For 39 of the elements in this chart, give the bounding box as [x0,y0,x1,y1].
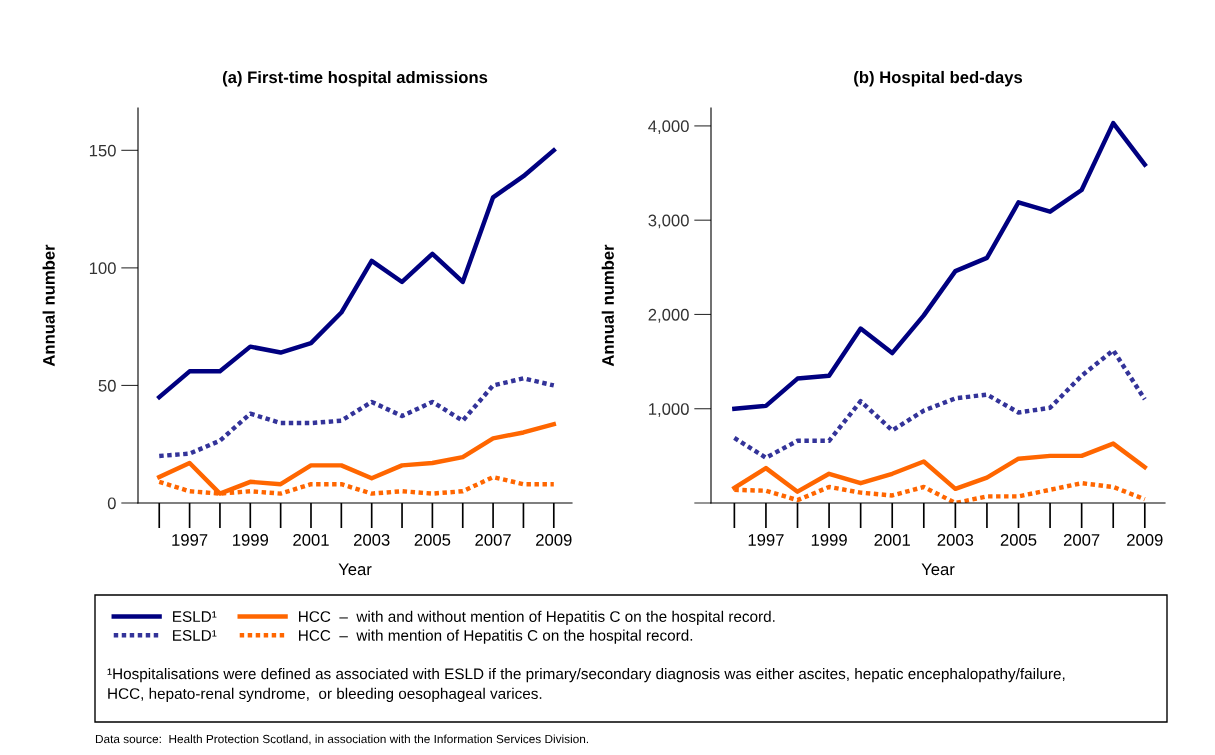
y-tick-label: 50 [98,379,116,392]
y-tick-label: 1,000 [649,403,689,417]
x-tick-label: 2005 [414,534,451,546]
x-tick-label: 2007 [1063,534,1100,546]
x-tick-label: 2001 [874,534,910,546]
x-tick-label: 2009 [1127,534,1163,546]
x-tick-label: 1999 [233,534,269,546]
y-tick-label: 0 [107,497,116,510]
x-tick-label: 2009 [536,534,572,546]
line-series [157,148,557,400]
chart-title: (a) First-time hospital admissions [222,70,488,87]
y-tick-label: 100 [89,262,116,275]
x-tick-label: 1999 [811,534,847,546]
y-tick-label: 2,000 [648,308,689,323]
legend-label: HCC – with and without mention of Hepatitis C on the hospital record. [299,610,775,625]
x-tick-label: 2005 [1000,534,1037,546]
legend-label: ESLD¹ [173,611,217,622]
y-tick-label: 4,000 [648,120,689,135]
x-axis-title: Year [338,563,372,576]
y-tick-label: 3,000 [648,214,689,229]
legend-label: HCC – with mention of Hepatitis C on the hospital record. [299,629,693,644]
x-axis-title: Year [921,563,955,576]
y-axis-title: Annual number [42,244,55,367]
x-tick-label: 1997 [172,534,208,546]
line-series [157,376,557,459]
chart-title: (b) Hospital bed-days [854,70,1023,87]
y-tick-label: 150 [89,144,116,157]
x-tick-label: 1997 [748,534,784,546]
line-series [732,348,1148,460]
source-note: Data source: Health Protection Scotland, in association with the Information Services Division. [95,734,589,745]
x-tick-label: 2007 [475,534,511,546]
x-tick-label: 2003 [937,534,974,546]
line-series [732,120,1148,411]
legend-label: ESLD¹ [173,629,217,641]
x-tick-label: 2001 [293,534,329,546]
x-tick-label: 2003 [353,534,390,546]
line-series [157,422,557,496]
text: ¹Hospitalisations were defined as associated with ESLD if the primary/secondary diagnosis was either ascites, hepatic encephalopathy/failure, HCC, hepato-renal syndrome, or bleeding oesophageal varices. [107,668,1065,703]
y-axis-title: Annual number [601,244,614,367]
